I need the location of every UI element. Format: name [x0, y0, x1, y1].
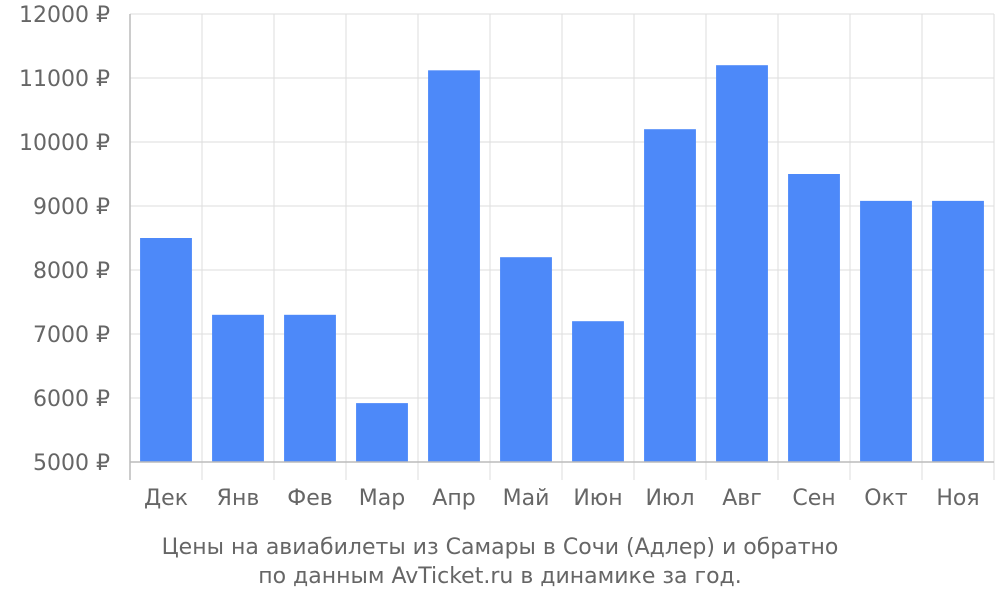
caption-line-2: по данным AvTicket.ru в динамике за год.: [258, 564, 742, 589]
x-axis-tick-labels: Дек Янв Фев Мар Апр Май Июн Июл Авг Сен Окт Ноя: [144, 486, 980, 511]
axes: [129, 14, 994, 480]
x-tick-label: Дек: [144, 486, 188, 511]
x-tick-label: Фев: [287, 486, 332, 511]
bar-5: [500, 257, 552, 462]
y-tick-label: 10000 ₽: [19, 131, 110, 156]
x-tick-label: Авг: [722, 486, 762, 511]
bar-10: [860, 200, 912, 462]
y-axis-tick-labels: 5000 ₽ 6000 ₽ 7000 ₽ 8000 ₽ 9000 ₽ 10000 ₽ 110…: [19, 3, 110, 476]
y-tick-label: 9000 ₽: [33, 195, 110, 220]
y-tick-label: 11000 ₽: [19, 67, 110, 92]
x-tick-label: Июл: [645, 486, 694, 511]
grid-lines: [130, 13, 995, 480]
y-tick-label: 7000 ₽: [33, 323, 110, 348]
y-tick-label: 5000 ₽: [33, 451, 110, 476]
x-tick-label: Июн: [573, 486, 622, 511]
x-tick-label: Мар: [359, 486, 405, 511]
bar-4: [428, 70, 480, 462]
price-bar-chart: 5000 ₽ 6000 ₽ 7000 ₽ 8000 ₽ 9000 ₽ 10000 ₽ 110…: [19, 3, 995, 511]
bar-0: [140, 238, 192, 462]
bar-6: [572, 321, 624, 462]
x-tick-label: Апр: [432, 486, 475, 511]
y-tick-label: 6000 ₽: [33, 387, 110, 412]
bar-7: [644, 129, 696, 462]
x-tick-label: Май: [503, 486, 550, 511]
chart-caption: Цены на авиабилеты из Самары в Сочи (Адл…: [0, 533, 1000, 591]
bar-3: [356, 403, 408, 462]
x-tick-label: Сен: [792, 486, 835, 511]
x-tick-label: Окт: [864, 486, 908, 511]
bar-2: [284, 314, 336, 462]
caption-line-1: Цены на авиабилеты из Самары в Сочи (Адл…: [161, 535, 839, 560]
y-tick-label: 8000 ₽: [33, 259, 110, 284]
bar-1: [212, 314, 264, 462]
bar-11: [932, 200, 984, 462]
bars: [140, 65, 984, 462]
bar-8: [716, 65, 768, 462]
x-tick-label: Янв: [217, 486, 260, 511]
bar-9: [788, 174, 840, 462]
x-tick-label: Ноя: [936, 486, 979, 511]
y-tick-label: 12000 ₽: [19, 3, 110, 28]
